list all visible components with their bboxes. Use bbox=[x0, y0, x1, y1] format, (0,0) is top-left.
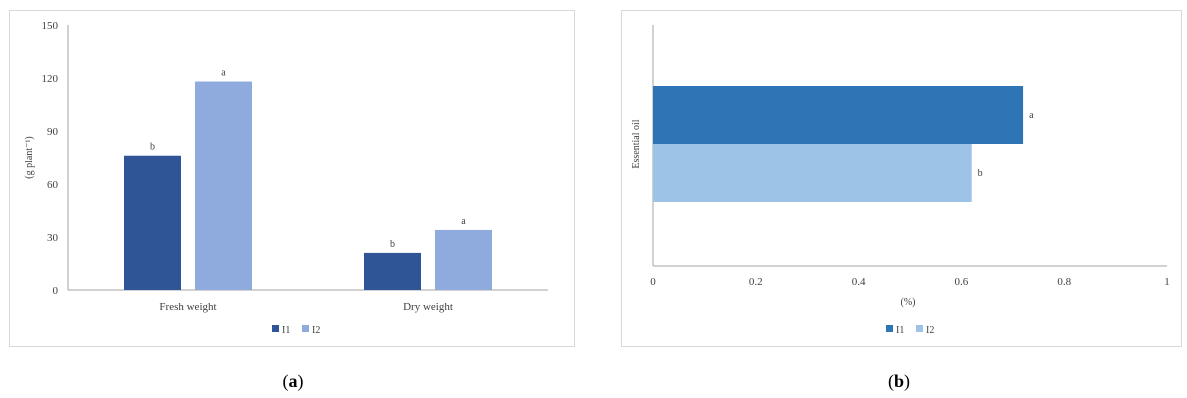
x-tick-label-1: 0.2 bbox=[749, 276, 763, 288]
bar-i2-0 bbox=[653, 144, 972, 202]
data-label-i2-0: b bbox=[978, 168, 983, 179]
x-tick-label-2: 0.4 bbox=[852, 276, 866, 288]
legend-label-i2: I2 bbox=[312, 325, 320, 336]
y-tick-label-2: 60 bbox=[47, 179, 59, 191]
legend-swatch-i1 bbox=[886, 325, 893, 332]
caption-b: (b) bbox=[887, 371, 910, 391]
data-label-i1-1: b bbox=[390, 239, 395, 250]
y-category-label-0: Essential oil bbox=[631, 119, 642, 168]
data-label-i1-0: a bbox=[1029, 110, 1034, 121]
y-tick-label-0: 0 bbox=[53, 285, 59, 297]
legend-swatch-i2 bbox=[302, 325, 309, 332]
caption-b-letter: b bbox=[893, 371, 904, 391]
bar-i1-1 bbox=[364, 252, 421, 290]
x-axis-title: (%) bbox=[901, 297, 916, 308]
y-tick-label-5: 150 bbox=[42, 20, 59, 32]
y-tick-label-3: 90 bbox=[47, 126, 59, 138]
x-tick-label-4: 0.8 bbox=[1057, 276, 1071, 288]
y-axis-title: (g plant⁻¹) bbox=[24, 136, 35, 178]
data-label-i2-0: a bbox=[221, 68, 226, 79]
bar-i2-1 bbox=[435, 229, 492, 290]
legend-label-i1: I1 bbox=[896, 325, 904, 336]
chart-panel-b: 0 0.2 0.4 0.6 0.8 1 a b Essential oil (%) I1 I2 bbox=[621, 10, 1182, 347]
legend-label-i1: I1 bbox=[282, 325, 290, 336]
data-label-i2-1: a bbox=[461, 216, 466, 227]
chart-b-svg: 0 0.2 0.4 0.6 0.8 1 a b Essential oil (%) I1 I2 bbox=[631, 25, 1170, 336]
bar-i1-0 bbox=[653, 86, 1024, 144]
legend-swatch-i2 bbox=[916, 325, 923, 332]
bar-i2-0 bbox=[195, 81, 252, 291]
x-tick-label-0: 0 bbox=[650, 276, 656, 288]
x-tick-label-3: 0.6 bbox=[955, 276, 969, 288]
chart-a-svg: 0 30 60 90 120 150 b a Fresh weight b a Dry weight (… bbox=[24, 20, 548, 336]
bar-i1-0 bbox=[124, 155, 181, 290]
legend-label-i2: I2 bbox=[926, 325, 934, 336]
x-category-label-1: Dry weight bbox=[403, 301, 453, 313]
caption-a: (a) bbox=[282, 371, 304, 391]
chart-panel-a: 0 30 60 90 120 150 b a Fresh weight b a Dry weight (… bbox=[9, 10, 575, 347]
x-category-label-0: Fresh weight bbox=[159, 301, 216, 313]
data-label-i1-0: b bbox=[150, 142, 155, 153]
y-tick-label-4: 120 bbox=[42, 73, 59, 85]
x-tick-label-5: 1 bbox=[1164, 276, 1170, 288]
caption-a-letter: a bbox=[288, 371, 298, 391]
y-tick-label-1: 30 bbox=[47, 232, 59, 244]
legend-swatch-i1 bbox=[272, 325, 279, 332]
